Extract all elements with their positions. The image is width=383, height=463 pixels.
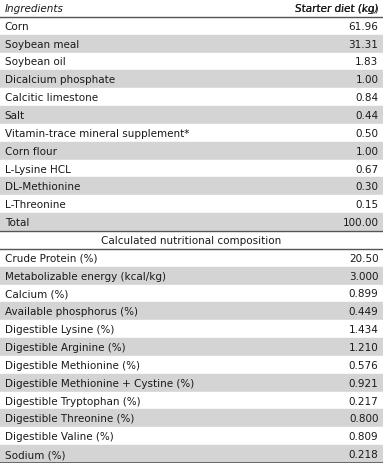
Text: 0.15: 0.15	[355, 200, 378, 210]
Text: 31.31: 31.31	[349, 39, 378, 50]
Text: Total: Total	[5, 218, 29, 228]
Text: Starter diet (kg): Starter diet (kg)	[295, 4, 378, 14]
Text: 0.576: 0.576	[349, 360, 378, 370]
Text: Digestible Methionine + Cystine (%): Digestible Methionine + Cystine (%)	[5, 378, 194, 388]
Text: Digestible Lysine (%): Digestible Lysine (%)	[5, 325, 114, 334]
Bar	[0, 338, 383, 356]
Bar	[0, 160, 383, 178]
Text: Digestible Arginine (%): Digestible Arginine (%)	[5, 342, 125, 352]
Bar	[0, 18, 383, 36]
Bar	[0, 303, 383, 320]
Text: Digestible Tryptophan (%): Digestible Tryptophan (%)	[5, 396, 140, 406]
Text: 0.50: 0.50	[355, 129, 378, 138]
Text: Available phosphorus (%): Available phosphorus (%)	[5, 307, 137, 317]
Bar	[0, 232, 383, 249]
Text: Calculated nutritional composition: Calculated nutritional composition	[101, 235, 282, 245]
Text: 0.44: 0.44	[355, 111, 378, 121]
Text: 0.84: 0.84	[355, 93, 378, 103]
Text: L-Lysine HCL: L-Lysine HCL	[5, 164, 70, 174]
Bar	[0, 267, 383, 285]
Text: 20.50: 20.50	[349, 253, 378, 263]
Text: Dicalcium phosphate: Dicalcium phosphate	[5, 75, 115, 85]
Bar	[0, 374, 383, 392]
Bar	[0, 89, 383, 107]
Text: 61.96: 61.96	[349, 22, 378, 31]
Text: Corn flour: Corn flour	[5, 146, 57, 156]
Bar	[0, 445, 383, 463]
Text: Ingredients: Ingredients	[5, 4, 64, 14]
Bar	[0, 107, 383, 125]
Bar	[0, 196, 383, 214]
Text: Digestible Valine (%): Digestible Valine (%)	[5, 432, 113, 441]
Text: L-Threonine: L-Threonine	[5, 200, 65, 210]
Bar	[0, 285, 383, 303]
Bar	[0, 53, 383, 71]
Text: Sodium (%): Sodium (%)	[5, 449, 65, 459]
Bar	[0, 214, 383, 232]
Text: 0.67: 0.67	[355, 164, 378, 174]
Text: 1.210: 1.210	[349, 342, 378, 352]
Bar	[0, 125, 383, 143]
Text: 1.00: 1.00	[355, 146, 378, 156]
Text: 0.800: 0.800	[349, 413, 378, 424]
Text: Corn: Corn	[5, 22, 29, 31]
Text: Calcitic limestone: Calcitic limestone	[5, 93, 98, 103]
Text: 0.809: 0.809	[349, 432, 378, 441]
Text: Salt: Salt	[5, 111, 25, 121]
Bar	[0, 356, 383, 374]
Bar	[0, 178, 383, 196]
Bar	[0, 427, 383, 445]
Text: 0.449: 0.449	[349, 307, 378, 317]
Bar	[0, 249, 383, 267]
Text: 100.00: 100.00	[342, 218, 378, 228]
Text: 1.434: 1.434	[349, 325, 378, 334]
Text: 0.218: 0.218	[349, 449, 378, 459]
Text: 0.921: 0.921	[349, 378, 378, 388]
Bar	[0, 36, 383, 53]
Text: 0.30: 0.30	[355, 182, 378, 192]
Text: Digestible Methionine (%): Digestible Methionine (%)	[5, 360, 139, 370]
Text: Calcium (%): Calcium (%)	[5, 289, 68, 299]
Bar	[0, 392, 383, 410]
Bar	[0, 320, 383, 338]
Text: 3.000: 3.000	[349, 271, 378, 281]
Text: Crude Protein (%): Crude Protein (%)	[5, 253, 97, 263]
Text: Metabolizable energy (kcal/kg): Metabolizable energy (kcal/kg)	[5, 271, 165, 281]
Text: 1.83: 1.83	[355, 57, 378, 67]
Bar	[0, 143, 383, 160]
Text: Starter diet (kg): Starter diet (kg)	[295, 4, 378, 14]
Bar	[0, 0, 383, 18]
Text: Vitamin-trace mineral supplement*: Vitamin-trace mineral supplement*	[5, 129, 189, 138]
Text: Soybean meal: Soybean meal	[5, 39, 79, 50]
Text: Digestible Threonine (%): Digestible Threonine (%)	[5, 413, 134, 424]
Bar	[0, 410, 383, 427]
Text: 0.899: 0.899	[349, 289, 378, 299]
Text: 0.217: 0.217	[349, 396, 378, 406]
Bar	[0, 71, 383, 89]
Text: DL-Methionine: DL-Methionine	[5, 182, 80, 192]
Text: Soybean oil: Soybean oil	[5, 57, 65, 67]
Text: 1.00: 1.00	[355, 75, 378, 85]
